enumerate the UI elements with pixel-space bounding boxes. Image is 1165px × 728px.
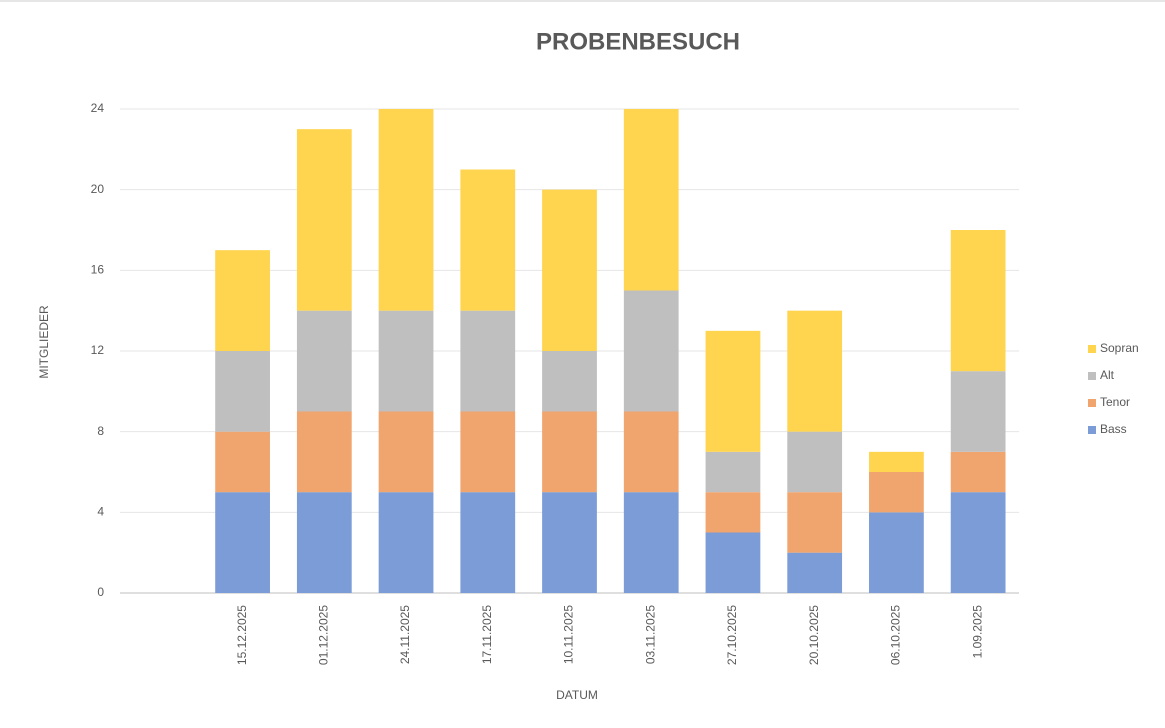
x-tick-label: 27.10.2025 — [725, 605, 739, 665]
bar-segment — [869, 512, 924, 593]
y-tick-label: 8 — [97, 424, 104, 438]
legend-label: Bass — [1100, 422, 1127, 436]
bar-segment — [950, 230, 1006, 372]
bar-segment — [215, 250, 270, 351]
bar-segment — [542, 492, 597, 593]
bar-segment — [542, 411, 597, 493]
legend-swatch — [1088, 345, 1096, 353]
y-tick-label: 20 — [91, 182, 105, 196]
x-tick-label: 20.10.2025 — [807, 605, 821, 665]
x-tick-label: 24.11.2025 — [398, 605, 412, 664]
x-tick-label: 10.11.2025 — [562, 605, 576, 664]
bar-segment — [296, 492, 352, 593]
bar-segment — [378, 310, 434, 412]
x-tick-label: 17.11.2025 — [480, 605, 494, 664]
y-tick-label: 0 — [97, 585, 104, 599]
chart-title: PROBENBESUCH — [536, 28, 740, 55]
bar-segment — [378, 492, 434, 593]
y-axis-label: MITGLIEDER — [37, 305, 51, 379]
x-tick-label: 03.11.2025 — [643, 605, 657, 664]
bar-segment — [460, 492, 516, 593]
y-tick-label: 4 — [97, 505, 104, 519]
bar-segment — [296, 129, 352, 311]
bar-segment — [787, 492, 843, 553]
x-axis-label: DATUM — [556, 688, 598, 702]
bar-segment — [623, 109, 679, 291]
bar-segment — [787, 552, 843, 593]
bar-segment — [542, 351, 597, 412]
x-tick-label: 01.12.2025 — [316, 605, 330, 665]
bar-segment — [705, 451, 761, 493]
legend-label: Sopran — [1100, 341, 1139, 355]
bar-segment — [787, 310, 843, 432]
bar-segment — [623, 411, 679, 493]
bar-segment — [460, 310, 516, 412]
legend-swatch — [1088, 372, 1096, 380]
x-tick-label: 1.09.2025 — [970, 605, 984, 659]
x-tick-label: 06.10.2025 — [889, 605, 903, 665]
bar-segment — [215, 351, 270, 432]
bar-segment — [378, 109, 434, 311]
bar-segment — [869, 451, 924, 472]
legend-label: Tenor — [1100, 395, 1130, 409]
y-tick-label: 12 — [91, 343, 105, 357]
bar-segment — [869, 472, 924, 513]
bar-segment — [378, 411, 434, 493]
legend-label: Alt — [1100, 368, 1115, 382]
bar-segment — [542, 189, 597, 351]
bar-segment — [705, 532, 761, 593]
bar-segment — [950, 492, 1006, 593]
bar-segment — [950, 371, 1006, 452]
top-border — [0, 0, 1165, 2]
x-tick-label: 15.12.2025 — [235, 605, 249, 665]
bar-segment — [215, 492, 270, 593]
bar-segment — [296, 411, 352, 493]
bar-segment — [705, 492, 761, 533]
y-tick-label: 16 — [91, 263, 105, 277]
bar-segment — [705, 330, 761, 452]
legend-swatch — [1088, 426, 1096, 434]
bar-segment — [460, 169, 516, 311]
bar-segment — [950, 451, 1006, 493]
y-tick-label: 24 — [91, 101, 105, 115]
bar-segment — [787, 431, 843, 493]
bar-segment — [623, 290, 679, 412]
bar-segment — [215, 431, 270, 493]
bar-segment — [623, 492, 679, 593]
legend-swatch — [1088, 399, 1096, 407]
bar-segment — [296, 310, 352, 412]
bar-segment — [460, 411, 516, 493]
